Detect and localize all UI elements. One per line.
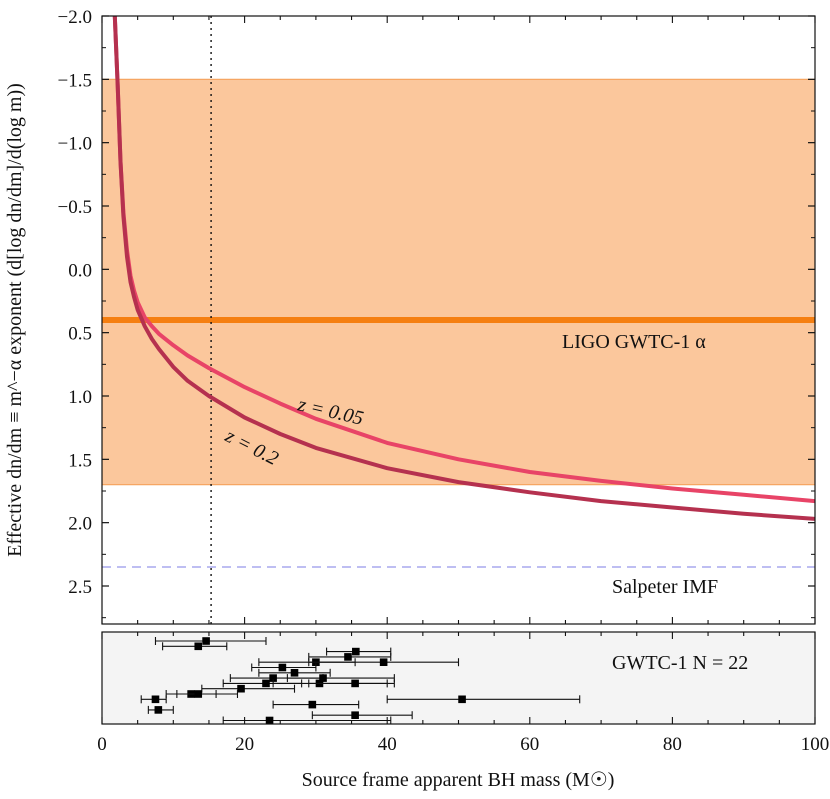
ligo-alpha-band bbox=[102, 79, 815, 485]
event-point bbox=[308, 658, 460, 667]
main-y-ticks: −2.0 −1.5 −1.0 −0.5 0.0 0.5 1.0 1.5 2.0 2.5 bbox=[58, 7, 815, 619]
event-point bbox=[251, 663, 317, 672]
y-tick-label: −0.5 bbox=[58, 197, 92, 218]
event-point bbox=[176, 690, 239, 698]
y-tick-label: −2.0 bbox=[58, 7, 92, 28]
event-point bbox=[222, 716, 392, 724]
gwtc-count-label: GWTC-1 N = 22 bbox=[612, 652, 748, 674]
event-marker bbox=[262, 679, 270, 688]
event-marker bbox=[351, 679, 359, 688]
y-tick-label: 0.0 bbox=[68, 260, 92, 281]
event-marker bbox=[458, 695, 466, 704]
event-marker bbox=[351, 711, 359, 719]
event-marker bbox=[202, 637, 210, 645]
event-point bbox=[147, 705, 174, 714]
series-line-z-0-2 bbox=[112, 16, 815, 521]
x-tick-label: 40 bbox=[378, 734, 397, 755]
event-marker bbox=[319, 674, 327, 682]
event-marker bbox=[290, 669, 299, 677]
event-marker bbox=[154, 706, 163, 714]
event-marker bbox=[344, 653, 352, 661]
event-point bbox=[308, 679, 395, 688]
y-tick-label: 2.0 bbox=[68, 514, 92, 535]
event-point bbox=[258, 668, 331, 677]
y-tick-label: 1.5 bbox=[68, 450, 92, 471]
event-point bbox=[386, 695, 581, 704]
x-axis-ticks: 0 20 40 60 80 100 bbox=[97, 632, 829, 755]
event-point bbox=[162, 642, 228, 651]
y-tick-label: 0.5 bbox=[68, 324, 92, 345]
y-tick-label: 2.5 bbox=[68, 577, 92, 598]
event-point bbox=[140, 695, 167, 704]
event-point bbox=[308, 652, 392, 661]
event-marker bbox=[265, 716, 274, 724]
event-points bbox=[140, 637, 581, 724]
x-tick-label: 20 bbox=[235, 734, 254, 755]
event-point bbox=[154, 637, 267, 645]
x-tick-label: 60 bbox=[520, 734, 539, 755]
event-point bbox=[311, 711, 413, 720]
x-axis-title: Source frame apparent BH mass (M☉) bbox=[302, 769, 615, 791]
y-tick-label: −1.0 bbox=[58, 134, 92, 155]
event-marker bbox=[194, 642, 203, 651]
event-marker bbox=[237, 684, 245, 693]
event-marker bbox=[278, 663, 287, 672]
event-marker bbox=[269, 674, 277, 682]
main-panel: −2.0 −1.5 −1.0 −0.5 0.0 0.5 1.0 1.5 2.0 2.5 LIGO … bbox=[4, 7, 816, 625]
strip-plot-background bbox=[102, 632, 815, 724]
event-marker bbox=[379, 658, 388, 666]
event-marker bbox=[352, 647, 360, 656]
strip-panel: GWTC-1 N = 22 0 20 40 60 80 100 Source frame … bbox=[97, 631, 829, 791]
main-x-ticks bbox=[101, 16, 816, 624]
y-axis-title: Effective dn/dm ≡ m^−α exponent (d[log d… bbox=[4, 83, 26, 557]
event-marker bbox=[308, 700, 317, 709]
x-tick-label: 80 bbox=[663, 734, 682, 755]
x-tick-label: 100 bbox=[801, 734, 830, 755]
y-tick-label: −1.5 bbox=[58, 70, 92, 91]
event-marker bbox=[194, 690, 203, 698]
salpeter-imf-label: Salpeter IMF bbox=[612, 576, 718, 598]
x-tick-label: 0 bbox=[97, 734, 107, 755]
event-point bbox=[272, 700, 360, 709]
y-tick-label: 1.0 bbox=[68, 387, 92, 408]
event-marker bbox=[151, 695, 160, 704]
ligo-band-label: LIGO GWTC-1 α bbox=[562, 331, 706, 353]
